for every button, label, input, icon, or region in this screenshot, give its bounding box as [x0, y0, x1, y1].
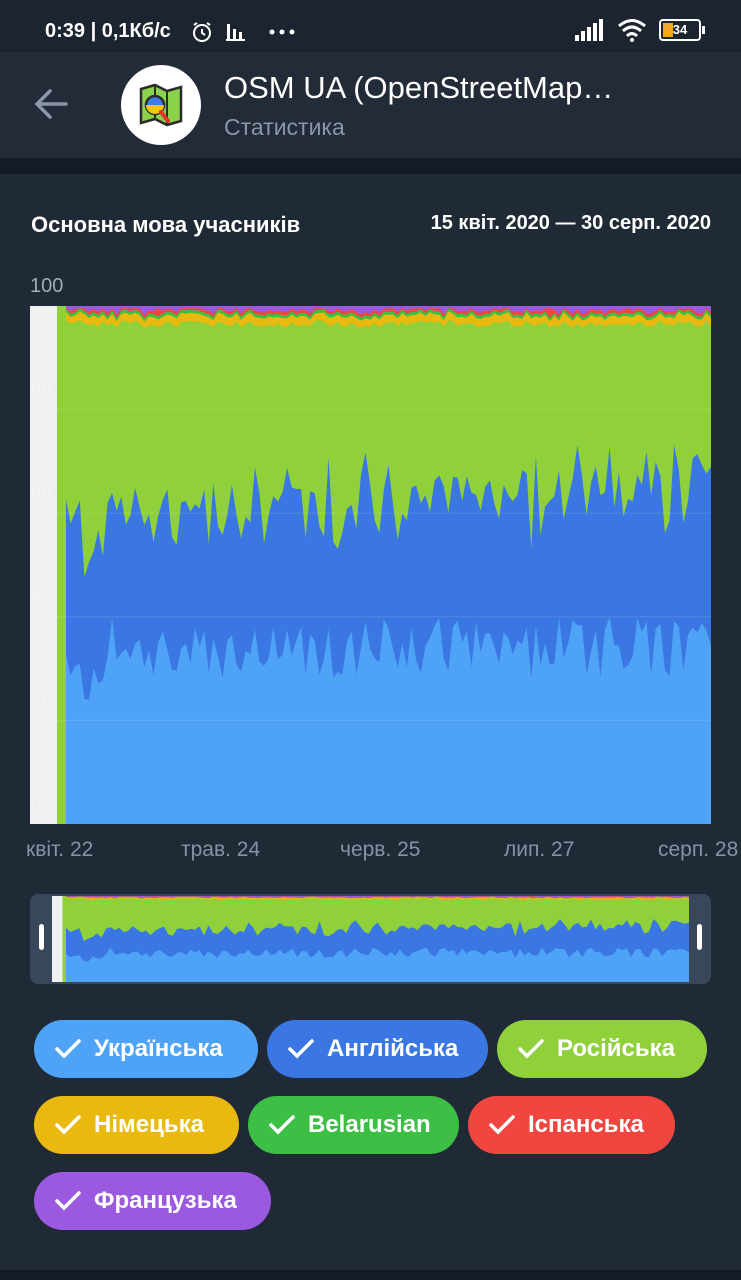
- y-tick-label: 80: [30, 379, 53, 401]
- status-bar: 0:39 | 0,1Кб/с: [0, 0, 741, 52]
- y-tick-label: 60: [30, 483, 53, 505]
- date-range: 15 квіт. 2020 — 30 серп. 2020: [430, 212, 711, 234]
- legend-chip-russian[interactable]: Російська: [497, 1020, 707, 1078]
- legend-chip-french[interactable]: Французька: [34, 1172, 271, 1230]
- y-tick-label: 20: [30, 690, 53, 712]
- check-icon: [518, 1039, 544, 1059]
- legend-chip-belarusian[interactable]: Belarusian: [248, 1096, 459, 1154]
- battery-icon: 34: [659, 19, 705, 41]
- range-handle-left[interactable]: [39, 924, 44, 950]
- app-header: OSM UA (OpenStreetMap… Статистика: [0, 52, 741, 158]
- check-icon: [55, 1115, 81, 1135]
- range-handle-right[interactable]: [697, 924, 702, 950]
- area-series-0: [66, 947, 689, 982]
- check-icon: [489, 1115, 515, 1135]
- legend-chip-german[interactable]: Німецька: [34, 1096, 239, 1154]
- status-right: 34: [575, 18, 705, 42]
- back-arrow-icon[interactable]: [30, 84, 70, 124]
- early-russian-strip: [57, 306, 66, 824]
- page-title: OSM UA (OpenStreetMap…: [224, 70, 614, 105]
- x-tick-label: трав. 24: [181, 838, 261, 861]
- early-russian-strip: [62, 896, 66, 982]
- no-data-band: [52, 896, 63, 982]
- y-tick-label: 0: [30, 793, 42, 815]
- check-icon: [288, 1039, 314, 1059]
- chart-title: Основна мова учасників: [31, 212, 301, 237]
- range-selector[interactable]: [30, 894, 711, 984]
- avatar[interactable]: [121, 65, 201, 145]
- check-icon: [269, 1115, 295, 1135]
- wifi-icon: [618, 19, 646, 42]
- signal-icon: [575, 19, 603, 41]
- nav-bar: [0, 1270, 741, 1280]
- x-tick-label: лип. 27: [504, 838, 575, 861]
- more-dots-icon: [269, 29, 295, 35]
- status-time: 0:39 | 0,1Кб/с: [45, 20, 171, 42]
- legend-chip-spanish[interactable]: Іспанська: [468, 1096, 675, 1154]
- header-divider: [0, 158, 741, 174]
- stacked-area-chart[interactable]: [30, 306, 711, 824]
- map-logo-icon: [139, 83, 183, 127]
- check-icon: [55, 1039, 81, 1059]
- legend-chip-english[interactable]: Англійська: [267, 1020, 488, 1078]
- stats-card: Основна мова учасників 15 квіт. 2020 — 3…: [0, 174, 741, 1270]
- range-selector-preview: [52, 896, 689, 982]
- y-tick-label: 100: [30, 275, 64, 297]
- alarm-icon: [193, 22, 211, 42]
- legend-chip-ukrainian[interactable]: Українська: [34, 1020, 258, 1078]
- x-tick-label: серп. 28: [658, 838, 739, 861]
- area-series-0: [66, 617, 711, 824]
- no-data-band: [30, 306, 57, 824]
- check-icon: [55, 1191, 81, 1211]
- x-tick-label: черв. 25: [340, 838, 421, 861]
- chart-bars-icon: [226, 24, 245, 41]
- x-tick-label: квіт. 22: [26, 838, 94, 861]
- page-subtitle: Статистика: [224, 114, 345, 140]
- y-tick-label: 40: [30, 586, 53, 608]
